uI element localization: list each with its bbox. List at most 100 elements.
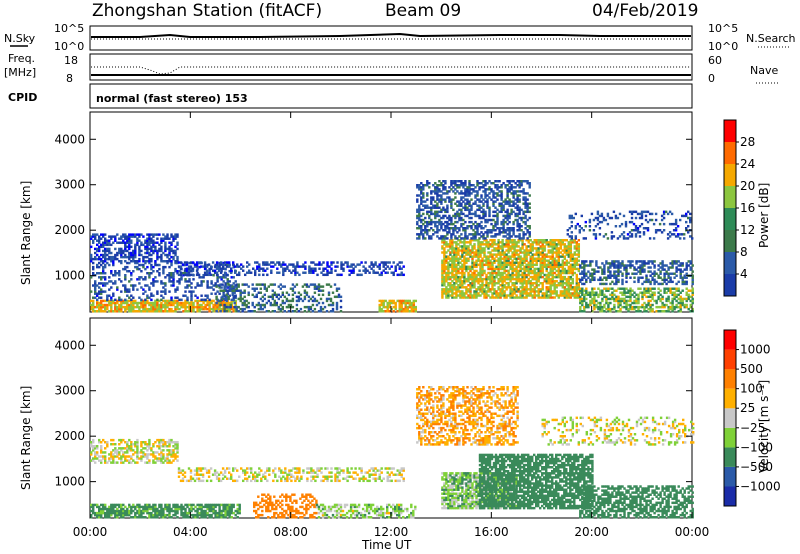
data-cell (443, 288, 446, 291)
data-cell (603, 305, 606, 309)
data-cell (557, 251, 561, 254)
data-cell (499, 280, 502, 283)
data-cell (669, 276, 672, 279)
data-cell (451, 265, 454, 269)
data-cell (455, 290, 458, 293)
data-cell (613, 299, 616, 303)
data-cell (637, 305, 640, 309)
data-cell (471, 294, 474, 297)
data-cell (571, 257, 575, 260)
data-cell (487, 284, 490, 287)
data-cell (483, 263, 486, 267)
data-cell (221, 265, 225, 268)
data-cell (619, 307, 622, 311)
data-cell (106, 294, 109, 297)
data-cell (234, 265, 237, 268)
data-cell (177, 265, 181, 268)
data-cell (477, 271, 480, 275)
data-cell (114, 298, 117, 302)
data-cell (128, 299, 131, 303)
data-cell (124, 301, 127, 305)
data-cell (457, 286, 460, 289)
data-cell (478, 208, 481, 212)
data-cell (461, 259, 464, 262)
data-cell (469, 290, 472, 293)
data-cell (541, 255, 544, 258)
data-cell (623, 289, 626, 292)
data-cell (691, 289, 694, 292)
data-cell (517, 255, 520, 258)
data-cell (535, 284, 538, 287)
data-cell (231, 285, 234, 288)
data-cell (230, 298, 233, 302)
data-cell (499, 288, 502, 291)
data-cell (410, 307, 414, 311)
data-cell (443, 257, 446, 260)
data-cell (174, 235, 177, 238)
data-cell (166, 310, 169, 313)
data-cell (498, 227, 501, 230)
data-cell (583, 293, 586, 297)
data-cell (444, 235, 447, 238)
data-cell (156, 233, 159, 236)
data-cell (537, 294, 540, 297)
data-cell (416, 194, 419, 197)
data-cell (679, 307, 682, 311)
data-cell (495, 243, 498, 246)
data-cell (176, 257, 179, 261)
data-cell (491, 292, 494, 295)
data-cell (102, 233, 105, 236)
data-cell (513, 282, 516, 285)
data-cell (102, 267, 105, 271)
data-cell (124, 267, 127, 271)
data-cell (112, 260, 115, 263)
data-cell (561, 292, 565, 295)
data-cell (160, 247, 163, 251)
data-cell (150, 282, 153, 285)
data-cell (124, 241, 127, 244)
data-cell (194, 299, 197, 303)
data-cell (449, 290, 452, 293)
data-cell (501, 263, 504, 267)
data-cell (505, 243, 508, 246)
data-cell (124, 286, 127, 289)
data-cell (587, 291, 590, 294)
data-cell (450, 200, 453, 203)
data-cell (483, 255, 486, 258)
data-cell (150, 247, 153, 251)
data-cell (362, 265, 365, 268)
data-cell (392, 310, 395, 313)
data-cell (661, 264, 664, 267)
data-cell (593, 297, 596, 301)
data-cell (172, 272, 175, 275)
data-cell (629, 291, 632, 294)
data-cell (561, 253, 565, 256)
data-cell (474, 235, 477, 238)
data-cell (485, 294, 488, 297)
data-cell (225, 305, 228, 309)
data-cell (190, 290, 193, 293)
data-cell (138, 307, 141, 311)
data-cell (573, 251, 577, 254)
data-cell (687, 289, 690, 292)
data-cell (443, 261, 446, 264)
data-cell (605, 295, 608, 299)
data-cell (223, 310, 226, 313)
data-cell (593, 268, 596, 271)
data-cell (481, 286, 484, 289)
data-cell (188, 284, 191, 287)
data-cell (541, 284, 544, 287)
data-cell (466, 235, 469, 238)
data-cell (565, 251, 569, 254)
data-cell (541, 275, 544, 279)
data-cell (432, 190, 435, 193)
data-cell (669, 305, 672, 309)
data-cell (164, 253, 167, 257)
data-cell (426, 194, 429, 197)
data-cell (166, 305, 169, 309)
data-cell (573, 263, 577, 267)
data-cell (649, 295, 652, 299)
data-cell (490, 190, 493, 193)
data-cell (148, 276, 151, 279)
data-cell (506, 180, 509, 183)
